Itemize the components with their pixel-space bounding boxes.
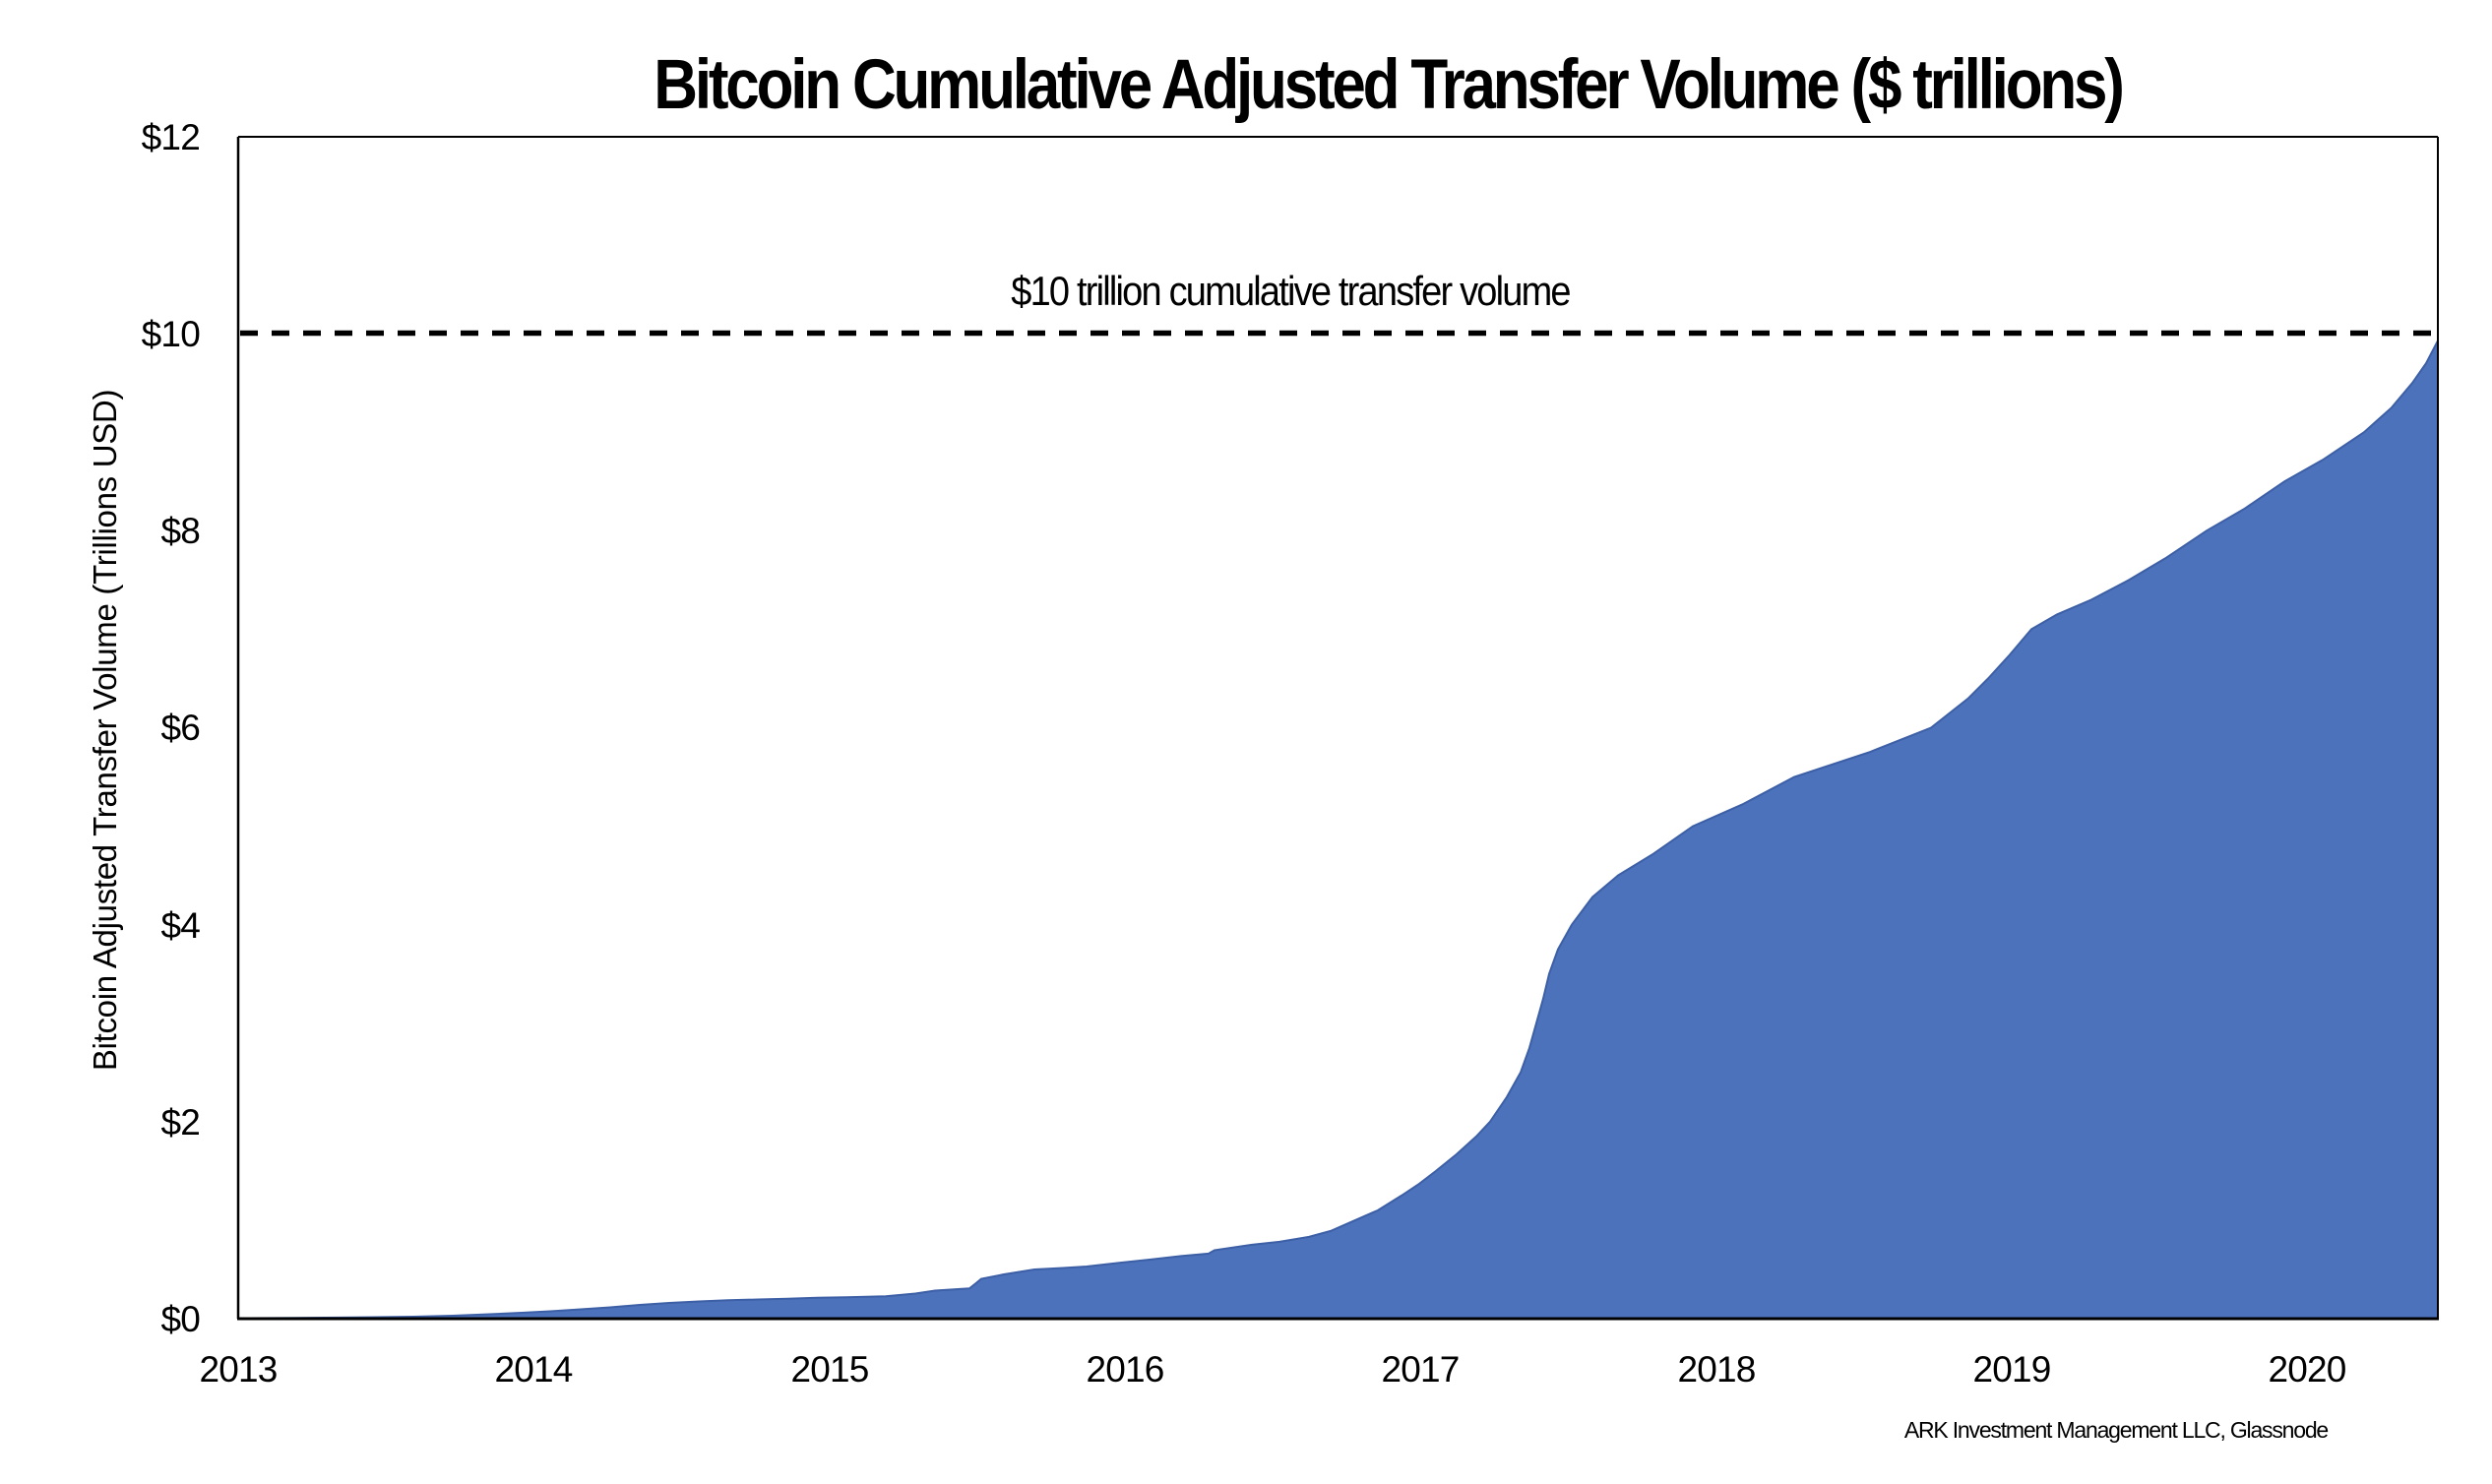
svg-text:$2: $2 xyxy=(160,1102,200,1143)
svg-text:$8: $8 xyxy=(160,511,200,551)
svg-text:ARK Investment Management LLC,: ARK Investment Management LLC, Glassnode xyxy=(1904,1417,2329,1443)
svg-text:$10: $10 xyxy=(142,314,201,354)
svg-text:2014: 2014 xyxy=(494,1349,572,1390)
svg-text:2015: 2015 xyxy=(790,1349,868,1390)
svg-text:2017: 2017 xyxy=(1381,1349,1459,1390)
svg-text:Bitcoin Adjusted Transfer Volu: Bitcoin Adjusted Transfer Volume (Trilli… xyxy=(87,390,123,1071)
svg-text:$10 trillion cumulative transf: $10 trillion cumulative transfer volume xyxy=(1011,269,1570,314)
svg-text:2018: 2018 xyxy=(1677,1349,1755,1390)
svg-text:$4: $4 xyxy=(160,905,200,946)
svg-text:$6: $6 xyxy=(160,708,200,748)
svg-text:2016: 2016 xyxy=(1086,1349,1163,1390)
svg-text:2019: 2019 xyxy=(1972,1349,2050,1390)
svg-text:Bitcoin Cumulative Adjusted Tr: Bitcoin Cumulative Adjusted Transfer Vol… xyxy=(654,46,2122,124)
svg-text:2020: 2020 xyxy=(2268,1349,2345,1390)
svg-text:$12: $12 xyxy=(142,117,200,157)
svg-text:$0: $0 xyxy=(160,1299,200,1339)
svg-text:2013: 2013 xyxy=(199,1349,277,1390)
